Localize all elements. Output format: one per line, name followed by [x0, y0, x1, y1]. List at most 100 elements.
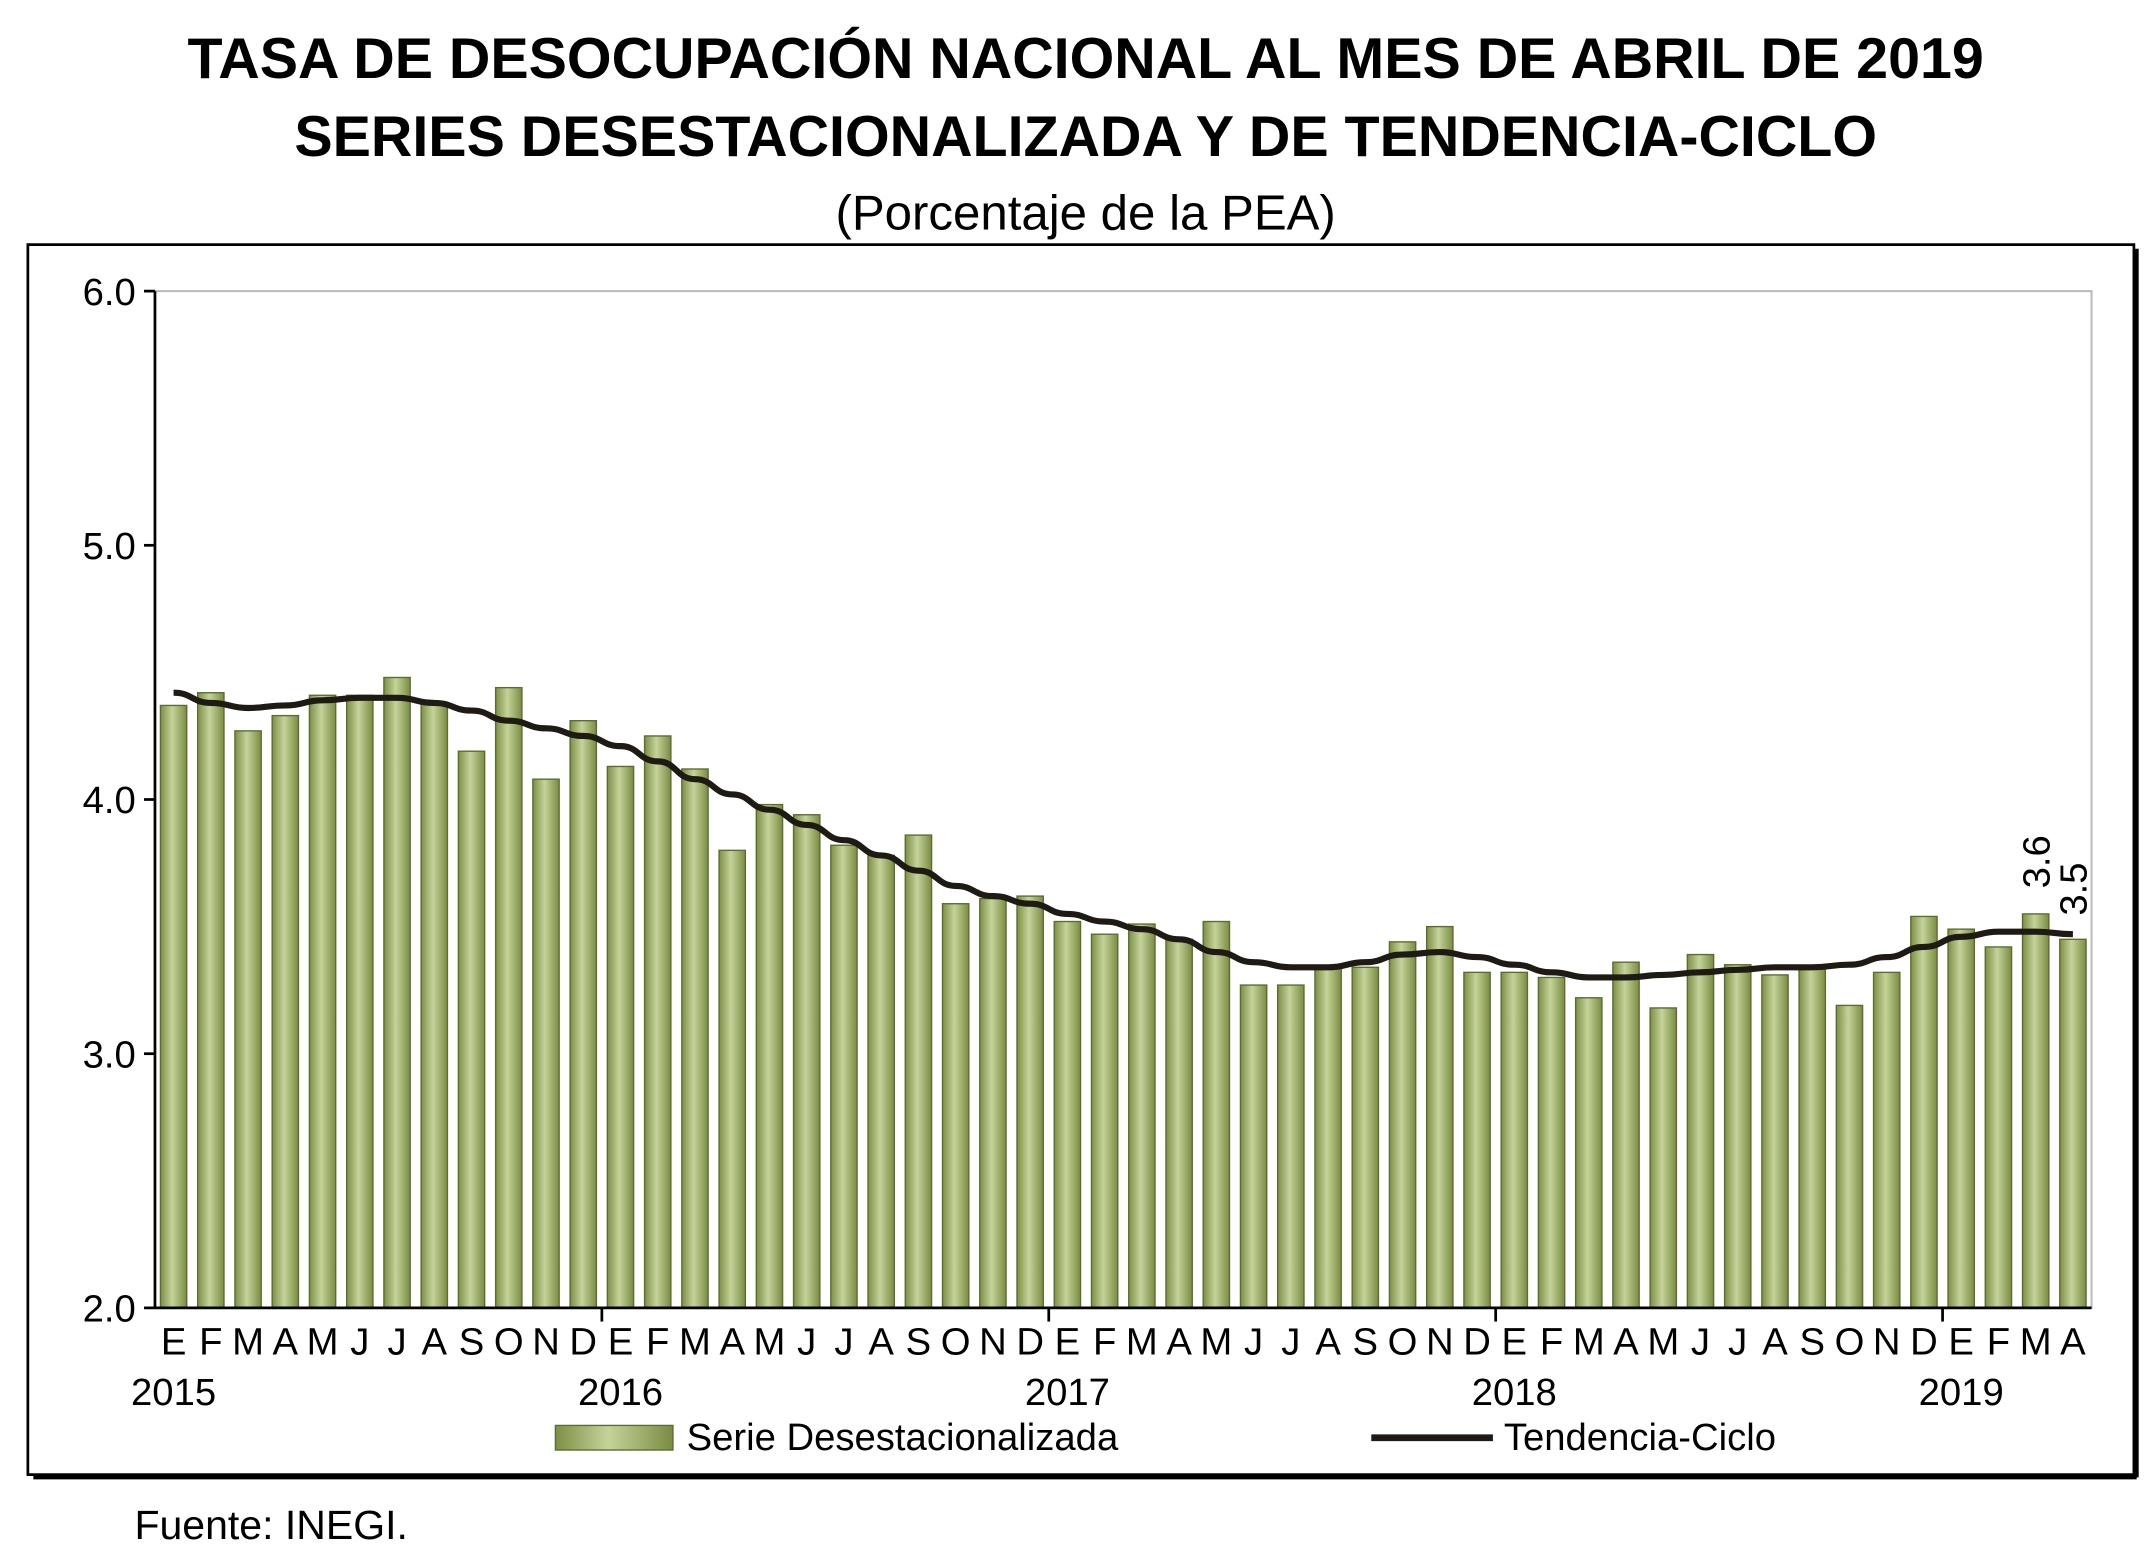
- x-month-label: M: [232, 1320, 264, 1363]
- bar: [532, 778, 560, 1309]
- bar: [755, 803, 784, 1309]
- bar: [1984, 946, 2013, 1309]
- legend: Serie Desestacionalizada Tendencia-Ciclo: [554, 1416, 1776, 1459]
- x-year-label: 2018: [1472, 1371, 1557, 1414]
- bar: [830, 844, 858, 1309]
- y-tick-label: 3.0: [83, 1033, 136, 1076]
- x-month-label: J: [1244, 1320, 1263, 1363]
- x-month-label: F: [646, 1320, 669, 1363]
- x-month-label: O: [941, 1320, 971, 1363]
- x-year-label: 2017: [1025, 1371, 1110, 1414]
- x-month-label: O: [494, 1320, 524, 1363]
- x-year-label: 2015: [131, 1371, 216, 1414]
- bar: [867, 854, 896, 1309]
- x-month-label: J: [797, 1320, 816, 1363]
- x-month-label: F: [1093, 1320, 1116, 1363]
- x-month-label: A: [719, 1320, 745, 1363]
- bar: [383, 676, 411, 1309]
- bar: [1314, 966, 1342, 1309]
- bar: [643, 735, 672, 1309]
- bar: [792, 814, 821, 1309]
- x-month-label: J: [1728, 1320, 1747, 1363]
- bar: [1574, 997, 1603, 1309]
- x-month-label: F: [1987, 1320, 2010, 1363]
- x-month-label: D: [1910, 1320, 1938, 1363]
- bar: [1723, 964, 1752, 1309]
- x-year-label: 2019: [1919, 1371, 2004, 1414]
- bar: [1500, 971, 1529, 1309]
- bar: [196, 692, 225, 1309]
- bar: [1761, 974, 1789, 1309]
- x-month-label: S: [906, 1320, 932, 1363]
- x-month-label: A: [2060, 1320, 2086, 1363]
- bar: [271, 714, 300, 1309]
- x-month-label: A: [1166, 1320, 1192, 1363]
- x-month-label: N: [979, 1320, 1007, 1363]
- chart-subtitle: (Porcentaje de la PEA): [835, 186, 1335, 241]
- x-month-label: M: [307, 1320, 339, 1363]
- x-year-label: 2016: [578, 1371, 663, 1414]
- x-month-label: J: [1691, 1320, 1710, 1363]
- x-month-label: A: [273, 1320, 299, 1363]
- x-month-label: M: [2020, 1320, 2052, 1363]
- bar: [1202, 920, 1231, 1309]
- x-month-label: E: [608, 1320, 634, 1363]
- x-month-label: A: [1315, 1320, 1341, 1363]
- x-month-label: S: [1799, 1320, 1825, 1363]
- x-month-label: E: [161, 1320, 187, 1363]
- x-month-label: M: [1200, 1320, 1232, 1363]
- bar: [234, 730, 262, 1309]
- y-tick-label: 2.0: [83, 1288, 136, 1331]
- bar: [1910, 915, 1938, 1309]
- bar: [1947, 928, 1976, 1309]
- bar: [1537, 976, 1566, 1309]
- x-month-label: M: [1647, 1320, 1679, 1363]
- data-label: 3.5: [2053, 862, 2096, 915]
- x-month-label: S: [459, 1320, 485, 1363]
- trend-line: [173, 689, 2073, 981]
- bar: [2059, 938, 2087, 1309]
- y-tick-label: 4.0: [83, 779, 136, 822]
- x-month-label: J: [350, 1320, 369, 1363]
- x-month-label: E: [1502, 1320, 1528, 1363]
- bar: [569, 720, 598, 1309]
- x-month-label: J: [387, 1320, 406, 1363]
- x-month-label: S: [1353, 1320, 1379, 1363]
- bar: [494, 686, 523, 1309]
- x-month-label: N: [1426, 1320, 1454, 1363]
- bar: [2021, 913, 2050, 1309]
- bar: [1128, 923, 1156, 1309]
- bar: [308, 694, 337, 1309]
- bar: [941, 903, 970, 1309]
- bar: [979, 897, 1007, 1309]
- bar: [1686, 953, 1715, 1309]
- x-month-label: D: [569, 1320, 597, 1363]
- x-month-label: A: [868, 1320, 894, 1363]
- bar: [1016, 895, 1044, 1309]
- x-month-label: M: [1573, 1320, 1605, 1363]
- x-month-label: N: [532, 1320, 560, 1363]
- x-month-label: O: [1388, 1320, 1418, 1363]
- bar: [1165, 938, 1193, 1309]
- x-month-label: D: [1463, 1320, 1491, 1363]
- bar: [1835, 1004, 1864, 1309]
- x-month-label: M: [679, 1320, 711, 1363]
- x-month-label: M: [1126, 1320, 1158, 1363]
- x-month-label: N: [1873, 1320, 1901, 1363]
- legend-label-line: Tendencia-Ciclo: [1504, 1416, 1776, 1459]
- x-month-label: E: [1948, 1320, 1974, 1363]
- x-month-label: J: [1281, 1320, 1300, 1363]
- data-label: 3.6: [2015, 835, 2058, 888]
- y-tick-label: 5.0: [83, 525, 136, 568]
- bar: [1612, 961, 1640, 1309]
- x-month-label: J: [834, 1320, 853, 1363]
- bar: [345, 694, 374, 1309]
- bar: [1649, 1007, 1678, 1309]
- bar: [1277, 984, 1305, 1309]
- bar: [1351, 966, 1380, 1309]
- bar: [718, 849, 747, 1309]
- x-month-label: M: [754, 1320, 786, 1363]
- x-month-label: A: [1762, 1320, 1788, 1363]
- x-month-label: F: [199, 1320, 222, 1363]
